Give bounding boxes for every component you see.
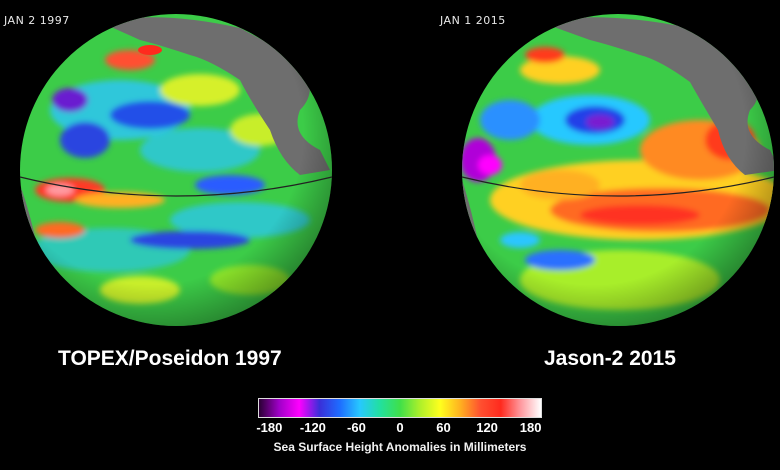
colorbar-tick-label: 0 <box>396 420 404 435</box>
colorbar-ticks: -180 -120 -60 0 60 120 180 <box>256 420 542 435</box>
panel-title-1997: TOPEX/Poseidon 1997 <box>58 347 282 370</box>
colorbar-tick-label: 60 <box>436 420 451 435</box>
colorbar-tick-label: -120 <box>299 420 326 435</box>
colorbar-tick-label: 120 <box>476 420 498 435</box>
panel-title-2015: Jason-2 2015 <box>544 347 676 370</box>
colorbar-tick-label: -60 <box>347 420 366 435</box>
globe-2015 <box>461 14 775 326</box>
colorbar-legend <box>258 398 542 418</box>
date-label-1997: JAN 2 1997 <box>4 14 70 27</box>
colorbar-caption: Sea Surface Height Anomalies in Millimet… <box>273 440 527 454</box>
date-label-2015: JAN 1 2015 <box>440 14 506 27</box>
globe-1997 <box>19 14 333 326</box>
colorbar-tick-label: 180 <box>519 420 542 435</box>
colorbar-tick-label: -180 <box>256 420 283 435</box>
